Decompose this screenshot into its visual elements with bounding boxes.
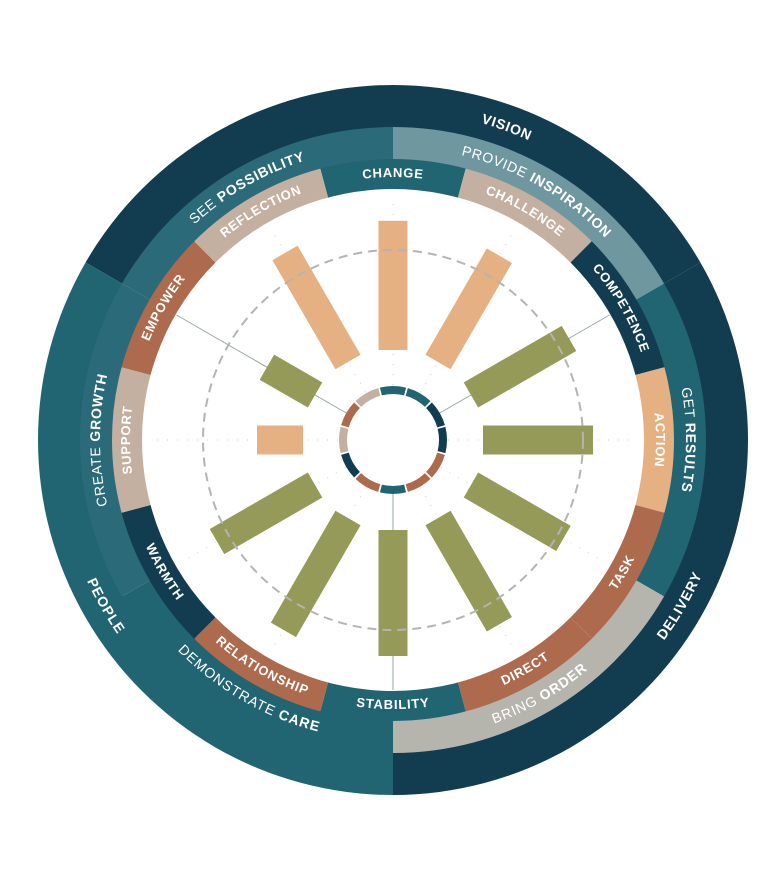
middle-sector-possibility xyxy=(121,127,393,300)
hub-segment xyxy=(339,426,349,454)
middle-sector-care xyxy=(121,580,393,753)
bar-direct xyxy=(425,510,512,632)
inner-sector-task xyxy=(569,504,665,639)
hub-segment xyxy=(341,402,360,428)
bar-challenge xyxy=(425,248,512,370)
inner-label-support: SUPPORT xyxy=(118,405,135,475)
bar-reflection xyxy=(272,245,361,370)
hub-segment xyxy=(355,473,381,492)
hub-segment xyxy=(426,452,445,478)
bar-action xyxy=(483,425,593,455)
hub-segment xyxy=(341,452,360,478)
bar-change xyxy=(378,220,408,350)
hub-segment xyxy=(437,426,447,454)
hub-segment xyxy=(405,473,431,492)
bar-support xyxy=(257,425,303,455)
bar-task xyxy=(463,472,571,551)
hub-segment xyxy=(405,388,431,407)
chart-hub xyxy=(339,386,447,494)
inner-sector-stability xyxy=(320,681,466,721)
ring-label: STABILITY xyxy=(356,695,431,712)
inner-sector-relationship xyxy=(194,616,329,712)
bar-relationship xyxy=(270,510,361,638)
chart-bars xyxy=(202,220,593,656)
inner-sector-challenge xyxy=(457,168,592,264)
outer-sector-people xyxy=(37,262,393,795)
inner-sector-warmth xyxy=(121,504,217,639)
bar-stability xyxy=(378,530,408,656)
bar-warmth xyxy=(209,472,323,555)
inner-sector-empower xyxy=(121,241,217,376)
outer-sector-vision xyxy=(85,85,701,284)
hub-segment xyxy=(355,388,381,407)
inner-sector-support xyxy=(111,367,152,513)
ring-label: SUPPORT xyxy=(118,405,135,475)
inner-label-stability: STABILITY xyxy=(356,695,431,712)
inner-label-change: CHANGE xyxy=(362,165,425,182)
middle-ring xyxy=(79,127,706,753)
bar-empower xyxy=(259,354,323,408)
inner-sector-change xyxy=(320,159,466,199)
inner-sector-competence xyxy=(569,241,665,376)
hub-segment xyxy=(379,484,407,494)
hub-segment xyxy=(426,402,445,428)
ring-label: ACTION xyxy=(651,412,667,468)
middle-sector-order xyxy=(393,580,665,753)
middle-label-results: RESULTS xyxy=(679,422,700,494)
reference-circle xyxy=(202,249,584,631)
outer-sector-delivery xyxy=(393,262,748,795)
hub-center xyxy=(349,396,437,484)
inner-ring xyxy=(111,159,674,721)
sector-divider xyxy=(176,314,350,416)
inner-sector-reflection xyxy=(194,168,329,264)
middle-label-prefix: GET xyxy=(679,386,699,423)
middle-sector-growth xyxy=(79,283,151,597)
outer-ring xyxy=(37,85,748,795)
inner-label-action: ACTION xyxy=(651,412,667,468)
inner-sector-action xyxy=(634,367,674,513)
hub-segment xyxy=(379,386,407,396)
inner-sector-direct xyxy=(457,616,592,712)
ring-label: GET RESULTS xyxy=(679,386,700,494)
bar-competence xyxy=(463,325,577,408)
ring-label: CHANGE xyxy=(362,165,425,182)
middle-sector-results xyxy=(635,283,706,597)
middle-sector-inspiration xyxy=(393,127,665,300)
